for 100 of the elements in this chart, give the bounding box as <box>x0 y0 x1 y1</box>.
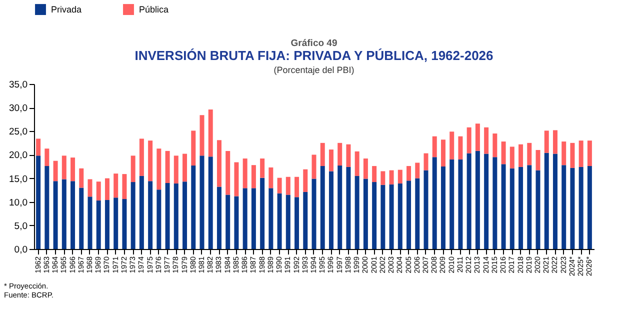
bar <box>174 156 178 184</box>
bar <box>328 171 334 249</box>
bar <box>294 176 300 198</box>
bar <box>130 156 136 182</box>
bar <box>510 146 514 168</box>
bar <box>492 157 498 249</box>
bar <box>44 148 50 166</box>
bar <box>44 166 50 249</box>
bar <box>466 153 472 249</box>
bar <box>234 162 239 196</box>
bar <box>398 183 402 249</box>
bar <box>165 150 170 183</box>
bar <box>562 142 566 166</box>
bar <box>200 156 204 249</box>
bar <box>475 124 480 151</box>
bar <box>156 148 162 190</box>
bar <box>354 151 360 176</box>
bar <box>363 178 368 249</box>
bar <box>53 160 58 182</box>
bar <box>536 150 540 170</box>
bar <box>226 194 230 249</box>
bar <box>432 136 437 158</box>
bar <box>415 162 420 178</box>
bar <box>88 179 92 197</box>
bar <box>182 154 188 182</box>
bar <box>174 183 178 249</box>
bar <box>527 165 532 249</box>
bar <box>312 154 316 179</box>
bar <box>450 132 454 160</box>
bar <box>114 174 118 198</box>
bar <box>260 158 265 178</box>
bar <box>303 192 308 249</box>
bar <box>527 142 532 166</box>
bar <box>552 130 558 154</box>
bar <box>372 182 377 249</box>
y-tick-label: 30,0 <box>9 103 28 114</box>
bar <box>380 171 386 185</box>
bar <box>242 188 248 249</box>
bar <box>518 144 524 167</box>
bar <box>122 199 127 249</box>
bar <box>587 140 592 166</box>
bar <box>36 156 41 249</box>
bar <box>346 166 351 249</box>
bar <box>104 178 110 200</box>
bar <box>191 166 196 249</box>
bar <box>578 140 584 167</box>
bar <box>338 166 342 249</box>
bar <box>501 164 506 249</box>
bar <box>62 156 66 180</box>
y-tick-label: 10,0 <box>9 197 28 208</box>
bar <box>277 193 282 249</box>
bar <box>484 127 489 154</box>
bar <box>380 184 386 249</box>
bar <box>458 159 463 249</box>
bar <box>544 130 549 153</box>
bar <box>148 140 153 182</box>
bar <box>466 127 472 154</box>
bar <box>415 178 420 249</box>
bar <box>406 180 412 249</box>
bar <box>148 181 153 249</box>
bar <box>536 170 540 249</box>
bar <box>251 165 256 188</box>
bar <box>320 142 325 166</box>
bar <box>165 183 170 249</box>
bar <box>501 142 506 164</box>
y-tick-label: 15,0 <box>9 174 28 185</box>
bar <box>544 152 549 249</box>
bar <box>570 168 575 249</box>
bar <box>251 188 256 249</box>
bar <box>79 188 84 249</box>
bar <box>294 197 300 249</box>
bar <box>139 176 144 249</box>
bar <box>312 178 316 249</box>
bar <box>182 182 188 249</box>
bar <box>320 166 325 249</box>
bar <box>372 166 377 182</box>
bar <box>303 169 308 192</box>
bar <box>130 182 136 249</box>
bar <box>328 150 334 172</box>
bar <box>191 130 196 166</box>
bar <box>338 142 342 166</box>
bar <box>432 157 437 249</box>
bar <box>114 198 118 249</box>
bar <box>562 165 566 249</box>
bar <box>458 136 463 160</box>
bar <box>139 138 144 176</box>
bar <box>79 168 84 188</box>
chart-subtitle: (Porcentaje del PBI) <box>274 65 354 75</box>
chart-title: INVERSIÓN BRUTA FIJA: PRIVADA Y PÚBLICA, 1962-2026 <box>134 48 494 63</box>
bar <box>268 188 274 249</box>
bar <box>122 174 127 200</box>
bar <box>104 200 110 249</box>
bar <box>406 166 412 181</box>
bar <box>268 167 274 188</box>
legend-label: Privada <box>51 4 82 15</box>
bar <box>354 176 360 249</box>
bar <box>475 150 480 249</box>
bar <box>424 153 428 170</box>
legend-label: Pública <box>139 4 169 15</box>
bar <box>286 194 290 249</box>
